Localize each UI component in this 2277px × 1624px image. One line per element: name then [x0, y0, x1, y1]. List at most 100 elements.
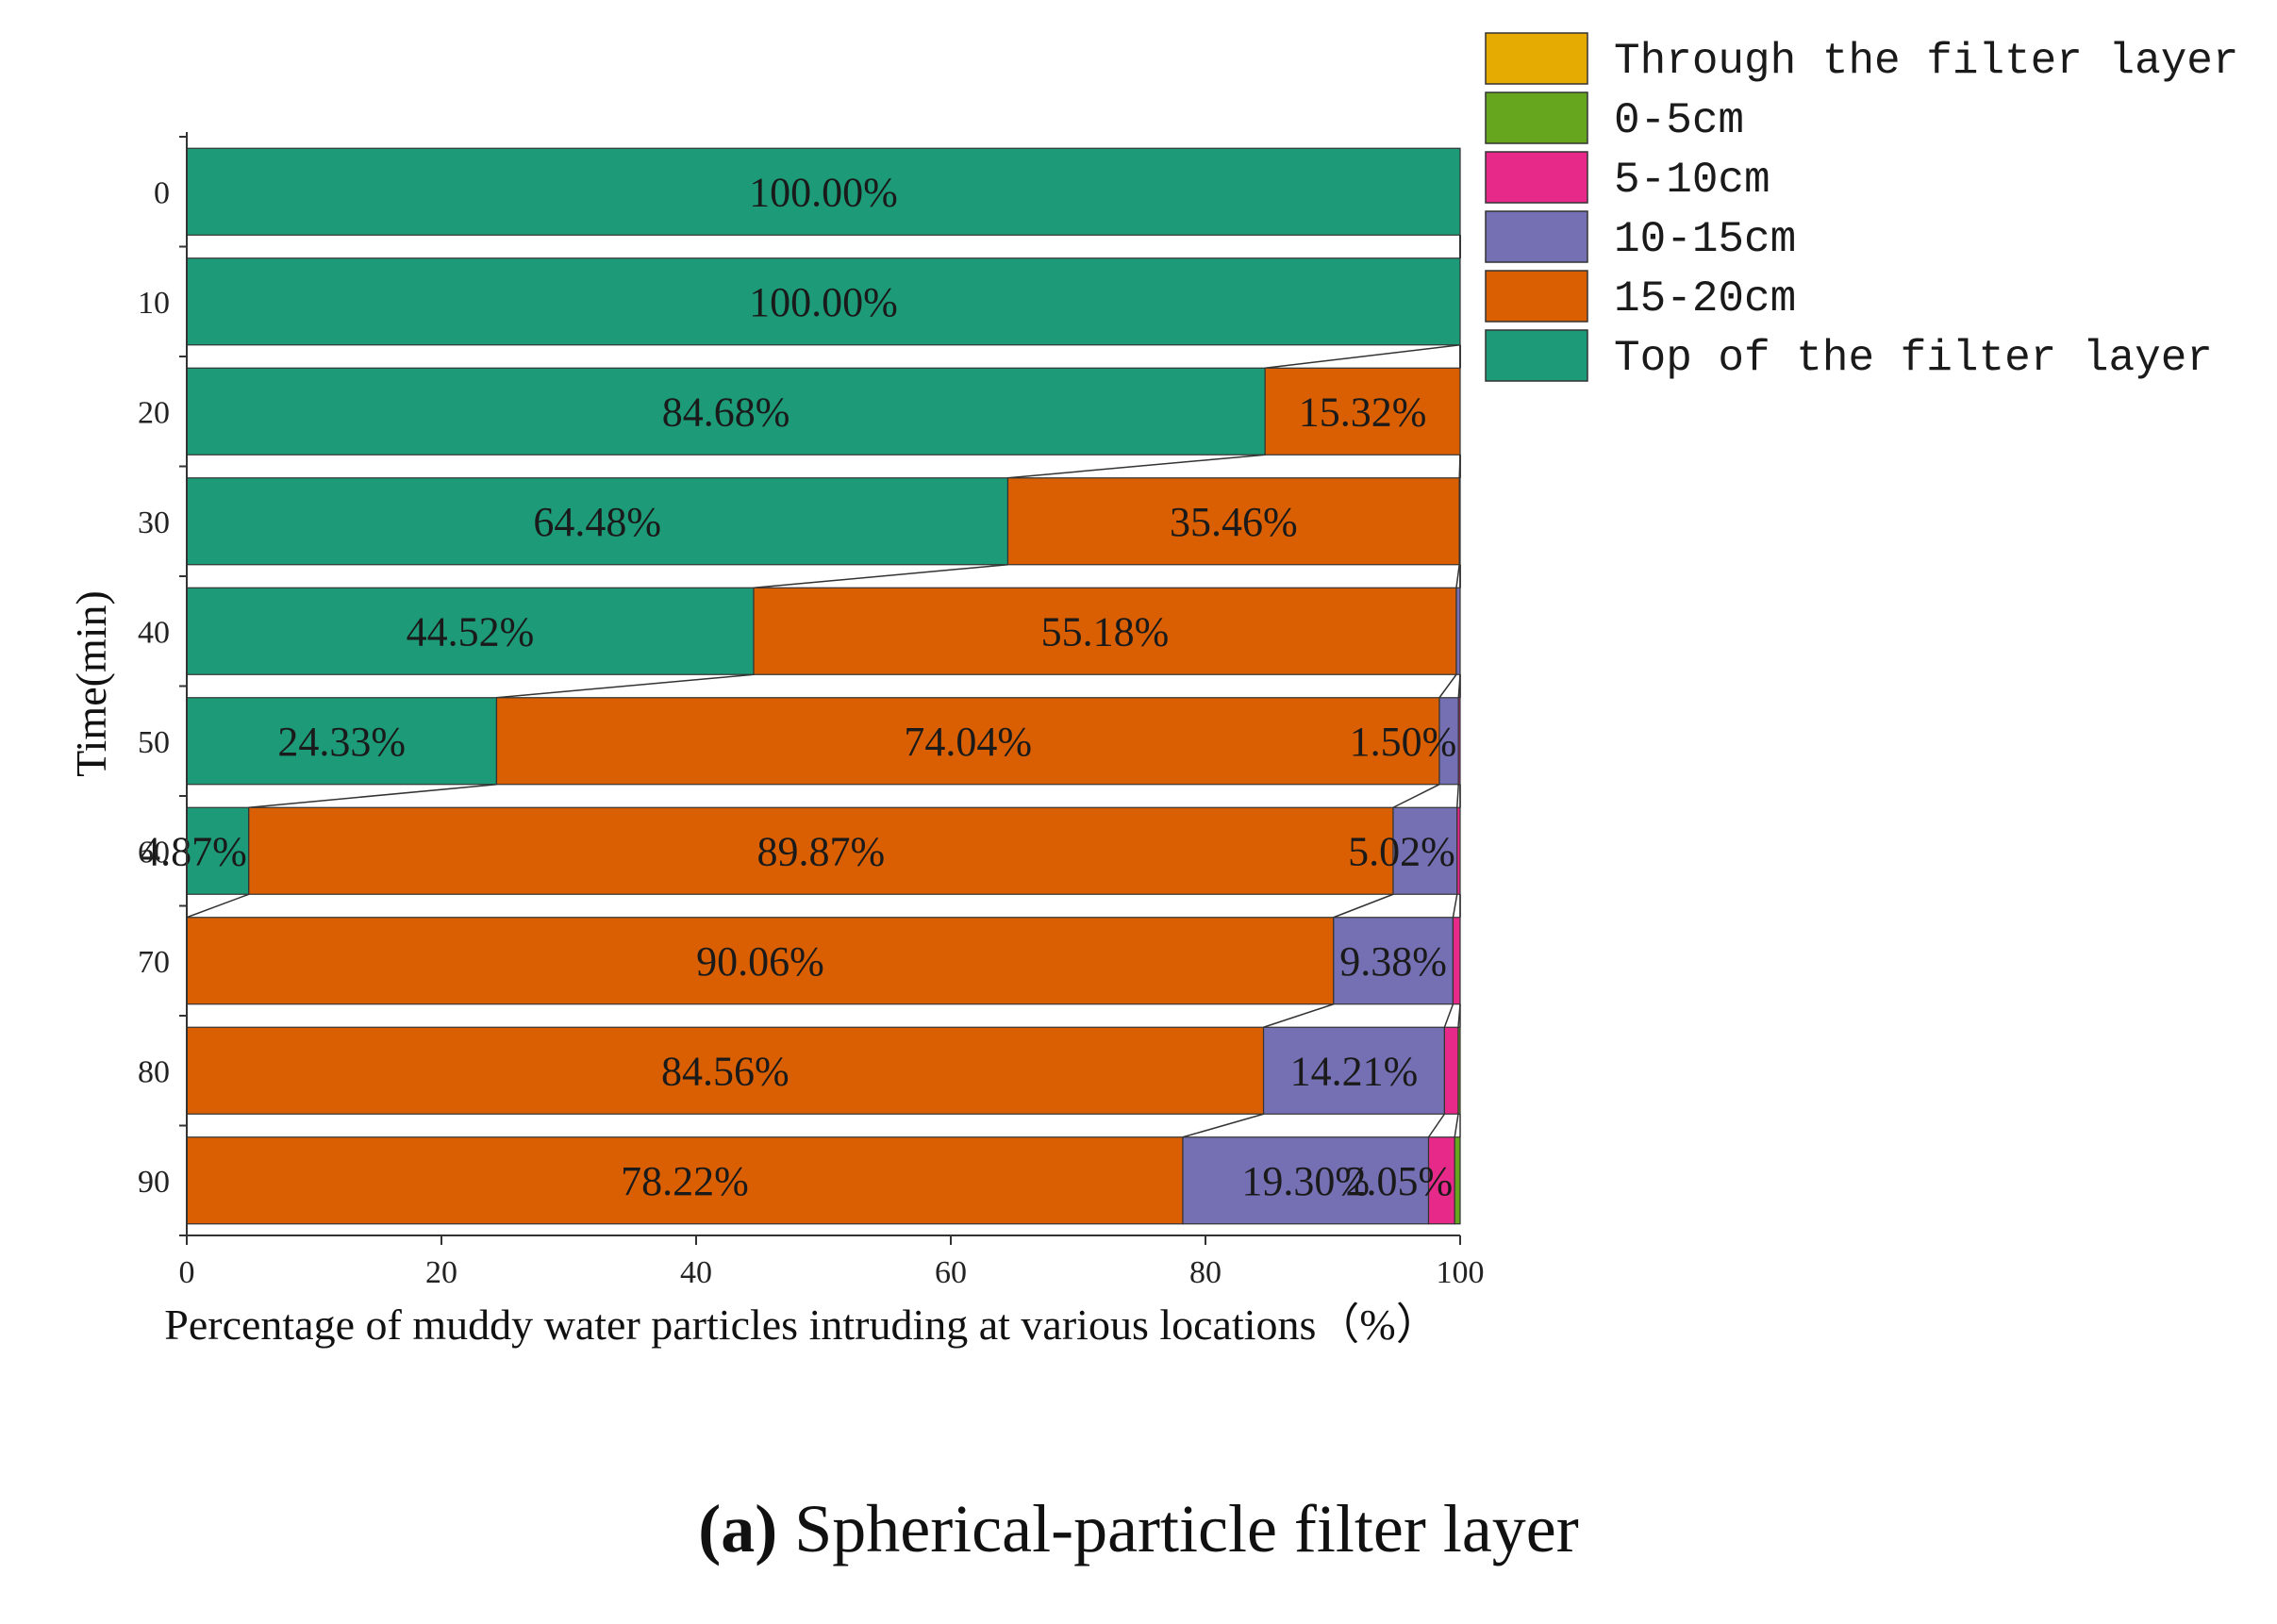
caption-text: Spherical-particle filter layer	[794, 1491, 1579, 1566]
legend-label: 5-10cm	[1614, 156, 1770, 205]
bar-segment	[186, 587, 755, 675]
connector-line	[1427, 1113, 1446, 1138]
legend-swatch	[1485, 270, 1588, 323]
bar-segment	[1458, 477, 1461, 566]
connector-line	[1454, 1114, 1459, 1137]
y-tick-label: 90	[138, 1165, 170, 1200]
bar-data-label: 89.87%	[757, 828, 886, 874]
bar-segment	[186, 477, 1009, 566]
bar-segment	[1457, 697, 1461, 786]
connector-line	[1443, 1003, 1454, 1028]
connector-line	[1182, 1113, 1264, 1138]
bar-data-label: 84.68%	[662, 389, 790, 435]
connector-line	[1333, 893, 1394, 919]
bar-data-label: 35.46%	[1170, 499, 1298, 545]
bar-data-label: 84.56%	[661, 1048, 789, 1094]
bar-segment	[1455, 587, 1461, 675]
legend: Through the filter layer 0-5cm 5-10cm 10-15…	[1485, 32, 2239, 383]
bar-segment	[186, 367, 1266, 456]
bar-segment	[1182, 1136, 1430, 1225]
bar-labels-group: 100.00% 100.00% 84.68% 15.32% 64.48% 35.46% 44…	[140, 169, 1456, 1204]
y-tick-label: 10	[138, 286, 170, 321]
bar-segment	[1454, 1136, 1461, 1225]
y-axis-title: Time(min)	[67, 590, 115, 777]
legend-label: Top of the filter layer	[1614, 334, 2213, 383]
connector-line	[248, 784, 497, 808]
caption-letter: (a)	[698, 1491, 778, 1566]
connector-line	[753, 564, 1008, 588]
x-tick-label: 60	[935, 1255, 967, 1290]
bar-data-label: 64.48%	[533, 499, 661, 545]
y-tick-label: 70	[138, 945, 170, 980]
y-tick-label: 20	[138, 395, 170, 430]
x-tick-label: 0	[179, 1255, 195, 1290]
bar-data-label: 14.21%	[1290, 1048, 1419, 1094]
bar-segment	[1456, 806, 1461, 895]
bar-data-label: 5.02%	[1348, 828, 1455, 874]
axes-group: 0 10 20 30 40 50 60 70 80 90 0 20 40 60 80 100	[138, 132, 1485, 1290]
bar-segment	[1443, 1026, 1459, 1115]
bar-data-label: 9.38%	[1339, 938, 1447, 985]
x-tick-label: 40	[680, 1255, 712, 1290]
connector-line	[186, 893, 250, 919]
x-tick-label: 80	[1189, 1255, 1222, 1290]
connector-line	[1456, 784, 1459, 808]
legend-swatch	[1485, 91, 1588, 144]
bar-segment	[1427, 1136, 1455, 1225]
y-tick-label: 80	[138, 1054, 170, 1089]
bar-segment	[1457, 1026, 1461, 1115]
legend-label: 15-20cm	[1614, 274, 1796, 323]
legend-swatch	[1485, 151, 1588, 204]
bar-data-label: 19.30%	[1241, 1158, 1370, 1204]
bar-segment	[753, 587, 1457, 675]
bar-data-label: 100.00%	[749, 279, 898, 325]
bar-data-label: 90.06%	[696, 938, 824, 985]
connector-line	[1265, 344, 1461, 369]
y-tick-label: 50	[138, 725, 170, 760]
bar-segment	[186, 917, 1335, 1005]
x-tick-label: 20	[425, 1255, 457, 1290]
bar-data-label: 1.50%	[1350, 719, 1457, 765]
connector-line	[1392, 784, 1440, 808]
connector-line	[496, 673, 755, 699]
bar-segment	[1264, 367, 1461, 456]
bar-data-label: 100.00%	[749, 169, 898, 215]
connector-line	[1007, 454, 1266, 479]
legend-label: 0-5cm	[1614, 96, 1744, 145]
bar-data-label: 2.05%	[1346, 1158, 1454, 1204]
legend-label: Through the filter layer	[1614, 37, 2239, 86]
legend-swatch	[1485, 210, 1588, 263]
figure-caption: (a) Spherical-particle filter layer	[0, 1490, 2277, 1568]
connector-line	[1438, 673, 1457, 699]
bar-segment	[1333, 917, 1454, 1005]
stacked-bar-chart: 100.00% 100.00% 84.68% 15.32% 64.48% 35.46% 44…	[67, 32, 2239, 1349]
y-tick-label: 60	[138, 835, 170, 870]
legend-label: 10-15cm	[1614, 215, 1796, 264]
bar-data-label: 74.04%	[904, 719, 1032, 765]
bar-segment	[186, 806, 250, 895]
bar-segment	[1452, 917, 1461, 1005]
y-tick-label: 0	[154, 175, 170, 210]
legend-swatch	[1485, 32, 1588, 85]
connector-line	[1455, 564, 1460, 588]
bar-segment	[186, 147, 1461, 236]
bar-data-label: 15.32%	[1299, 389, 1427, 435]
bar-data-label: 24.33%	[277, 719, 406, 765]
bar-segment	[186, 697, 498, 786]
bar-data-label: 4.87%	[140, 828, 247, 874]
bar-segment	[1392, 806, 1458, 895]
y-tick-label: 30	[138, 505, 170, 540]
x-axis-title: Percentage of muddy water particles intr…	[164, 1301, 1439, 1349]
bar-segment	[186, 1026, 1265, 1115]
legend-swatch	[1485, 329, 1588, 382]
connector-lines	[186, 235, 1461, 1138]
bar-data-label: 78.22%	[621, 1158, 749, 1204]
bar-segment	[186, 257, 1461, 346]
bar-segment	[248, 806, 1394, 895]
connector-line	[1452, 894, 1458, 918]
connector-line	[1263, 1003, 1335, 1028]
x-tick-label: 100	[1437, 1255, 1485, 1290]
bar-segment	[495, 697, 1440, 786]
bar-data-label: 55.18%	[1041, 608, 1170, 655]
y-tick-label: 40	[138, 615, 170, 650]
